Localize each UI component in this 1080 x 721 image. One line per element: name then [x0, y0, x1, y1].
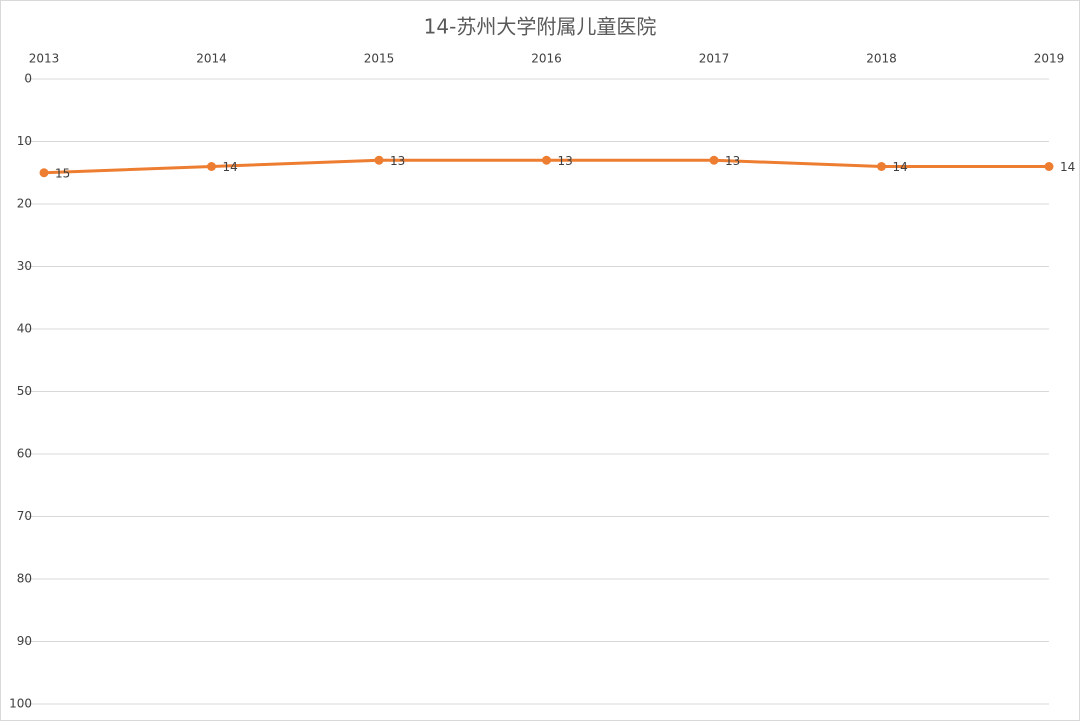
y-tick-label: 90	[17, 634, 32, 648]
y-tick-label: 0	[24, 72, 32, 86]
data-label: 14	[1060, 160, 1075, 174]
y-tick-label: 20	[17, 197, 32, 211]
data-point	[1044, 162, 1054, 171]
data-label: 13	[725, 154, 740, 168]
y-tick-label: 10	[17, 134, 32, 148]
x-tick-label: 2015	[364, 52, 395, 66]
data-point	[374, 155, 384, 165]
x-tick-label: 2019	[1034, 52, 1065, 66]
y-tick-label: 40	[17, 322, 32, 336]
x-tick-label: 2013	[29, 52, 60, 66]
y-tick-label: 70	[17, 509, 32, 523]
data-point	[542, 155, 551, 165]
y-tick-label: 100	[9, 697, 32, 711]
y-tick-label: 30	[17, 259, 32, 273]
data-point	[877, 162, 886, 171]
x-tick-label: 2014	[196, 52, 227, 66]
y-tick-label: 60	[17, 447, 32, 461]
data-point	[709, 155, 719, 165]
data-label: 14	[893, 160, 908, 174]
data-label: 13	[390, 154, 405, 168]
x-tick-label: 2017	[699, 52, 730, 66]
y-tick-label: 50	[17, 384, 32, 398]
data-point	[39, 168, 49, 178]
x-tick-label: 2016	[531, 52, 562, 66]
data-label: 13	[558, 154, 573, 168]
x-tick-label: 2018	[866, 52, 897, 66]
plot-area: 0 10 20 30 40 50 60 70 80 90 100 2013 2014 2015 2016 20…	[9, 52, 1075, 711]
y-tick-label: 80	[17, 572, 32, 586]
chart-title: 14-苏州大学附属儿童医院	[424, 15, 657, 39]
data-point	[207, 162, 216, 171]
data-label: 14	[223, 160, 238, 174]
data-label: 15	[55, 166, 70, 180]
